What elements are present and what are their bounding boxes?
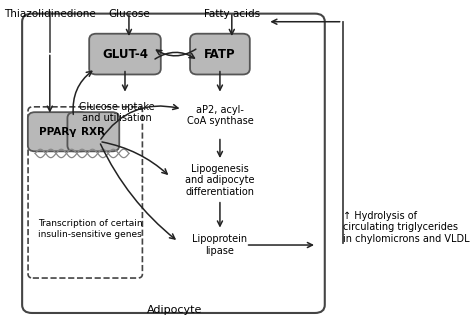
Text: PPARγ: PPARγ [39,127,76,137]
Text: Glucose uptake
and utilisation: Glucose uptake and utilisation [79,101,155,123]
Text: Lipogenesis
and adipocyte
differentiation: Lipogenesis and adipocyte differentiatio… [185,164,255,197]
Text: ↑ Hydrolysis of
circulating triglycerides
in chylomicrons and VLDL: ↑ Hydrolysis of circulating triglyceride… [343,211,469,244]
FancyBboxPatch shape [89,34,161,74]
Text: Transcription of certain
insulin-sensitive genes: Transcription of certain insulin-sensiti… [38,219,143,239]
Text: RXR: RXR [82,127,105,137]
Text: Adipocyte: Adipocyte [147,305,202,315]
FancyBboxPatch shape [28,112,88,151]
Text: Lipoprotein
lipase: Lipoprotein lipase [192,234,247,256]
FancyBboxPatch shape [67,112,119,151]
Text: aP2, acyl-
CoA synthase: aP2, acyl- CoA synthase [187,105,253,126]
FancyBboxPatch shape [190,34,250,74]
Text: Thiazolidinedione: Thiazolidinedione [4,9,96,19]
Text: FATP: FATP [204,47,236,60]
Text: Glucose: Glucose [108,9,150,19]
Text: GLUT-4: GLUT-4 [102,47,148,60]
Text: Fatty acids: Fatty acids [204,9,260,19]
